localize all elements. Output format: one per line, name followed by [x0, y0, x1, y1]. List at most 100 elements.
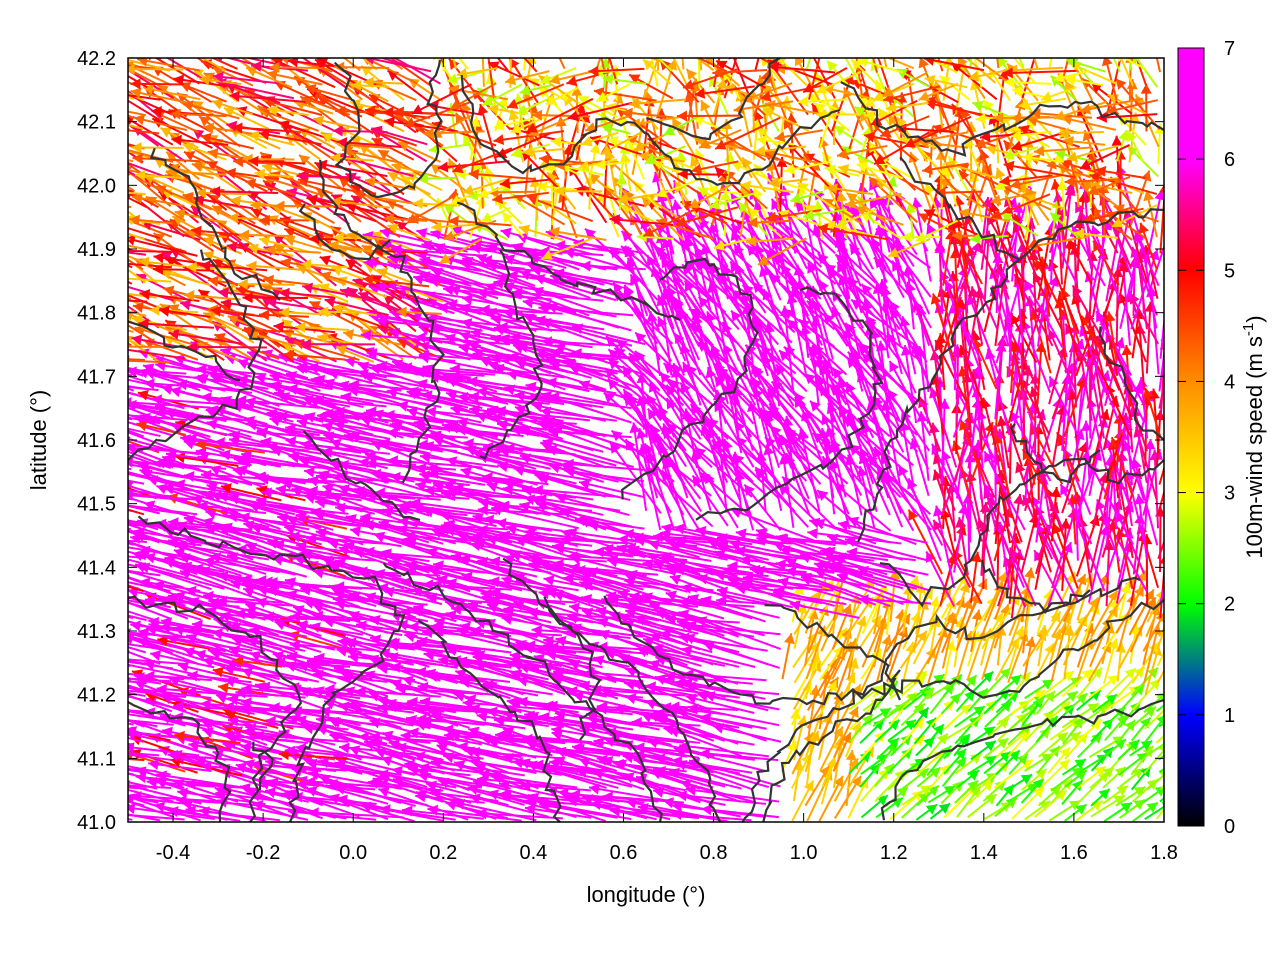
wind-arrow-shaft [707, 426, 741, 501]
wind-arrow-head [135, 772, 147, 783]
wind-arrow-head [64, 351, 75, 362]
wind-arrow-head [419, 470, 431, 482]
wind-arrow-shaft [1143, 624, 1160, 684]
wind-arrow-shaft [128, 472, 174, 485]
wind-arrow-head [701, 804, 712, 816]
wind-arrow-shaft [625, 545, 712, 562]
wind-arrow-shaft [681, 342, 702, 406]
wind-arrow-head [326, 559, 337, 571]
wind-arrow-head [550, 347, 561, 359]
wind-arrow-head [400, 730, 411, 742]
wind-arrow-head [1142, 387, 1154, 399]
wind-arrow-shaft [419, 455, 499, 468]
wind-arrow-shaft [387, 459, 483, 469]
wind-arrow-shaft [128, 599, 157, 607]
wind-arrow-shaft [669, 705, 739, 711]
wind-arrow-shaft [967, 294, 1000, 374]
wind-arrow-head [110, 590, 121, 601]
wind-arrow-shaft [485, 309, 553, 332]
wind-arrow-shaft [901, 420, 915, 485]
wind-arrow-head [433, 481, 445, 492]
wind-arrow-head [551, 725, 563, 737]
wind-arrow-head [672, 363, 683, 375]
wind-arrow-shaft [128, 471, 184, 486]
wind-arrow-shaft [539, 764, 633, 788]
wind-arrow-shaft [128, 429, 145, 438]
wind-arrow-shaft [1159, 562, 1164, 619]
wind-arrow-head [81, 778, 91, 789]
wind-arrow-shaft [395, 745, 484, 760]
wind-arrow-shaft [489, 559, 579, 574]
wind-arrow-shaft [453, 801, 537, 822]
wind-arrow-shaft [312, 570, 390, 590]
wind-arrow-head [841, 604, 852, 616]
wind-arrow-head [363, 519, 374, 531]
wind-arrow-head [98, 652, 108, 663]
wind-arrow-head [1134, 493, 1146, 505]
wind-arrow-head [1048, 376, 1059, 388]
wind-arrow-shaft [128, 427, 161, 438]
wind-arrow-head [259, 681, 271, 693]
wind-arrow-head [783, 346, 796, 358]
wind-arrow-head [185, 805, 197, 817]
wind-arrow-head [389, 327, 401, 339]
wind-arrow-head [539, 712, 550, 723]
wind-arrow-head [315, 471, 327, 483]
wind-arrow-shaft [645, 684, 740, 699]
wind-arrow-head [1114, 766, 1126, 778]
wind-arrow-shaft [1058, 290, 1080, 361]
wind-arrow-head [70, 665, 81, 676]
wind-arrow-head [63, 514, 74, 525]
wind-arrow-shaft [236, 466, 322, 497]
wind-arrow-head [240, 574, 252, 586]
wind-arrow-head [136, 420, 148, 432]
wind-arrow-shaft [313, 398, 387, 408]
wind-arrow-shaft [624, 438, 672, 514]
wind-arrow-head [1056, 732, 1068, 744]
wind-arrow-head [506, 524, 518, 535]
wind-arrow-shaft [168, 331, 242, 345]
wind-arrow-head [861, 714, 873, 726]
wind-arrow-head [633, 532, 644, 544]
wind-arrow-shaft [315, 718, 388, 727]
wind-arrow-shaft [128, 650, 130, 653]
wind-arrow-head [75, 586, 86, 597]
wind-arrow-head [222, 730, 233, 742]
wind-arrow-shaft [609, 733, 685, 744]
wind-arrow-head [652, 531, 664, 543]
wind-arrow-shaft [767, 388, 796, 455]
wind-arrow-head [904, 719, 916, 731]
wind-arrow-shaft [227, 718, 323, 731]
wind-arrow-shaft [654, 767, 726, 788]
wind-arrow-shaft [469, 407, 564, 422]
wind-arrow-shaft [687, 705, 780, 727]
wind-arrow-head [495, 405, 506, 417]
wind-arrow-shaft [128, 555, 145, 559]
wind-arrow-head [187, 341, 198, 353]
wind-arrow-shaft [432, 563, 511, 578]
wind-arrow-shaft [602, 547, 675, 558]
wind-arrow-head [366, 348, 378, 360]
wind-arrow-head [422, 627, 433, 639]
wind-arrow-head [625, 542, 637, 554]
wind-arrow-head [52, 624, 62, 635]
wind-arrow-shaft [786, 318, 848, 376]
wind-arrow-head [548, 391, 560, 403]
wind-arrow-shaft [1117, 479, 1134, 559]
wind-arrow-head [469, 746, 480, 758]
wind-arrow-head [727, 560, 738, 572]
wind-arrow-shaft [228, 377, 307, 407]
wind-arrow-head [496, 419, 508, 431]
wind-arrow-shaft [219, 612, 296, 639]
wind-arrow-shaft [289, 643, 375, 652]
wind-arrow-shaft [220, 304, 281, 334]
wind-arrow-head [1044, 690, 1055, 703]
wind-arrow-shaft [953, 503, 967, 573]
wind-arrow-head [1120, 582, 1132, 594]
wind-arrow-shaft [529, 555, 607, 563]
wind-arrow-head [318, 757, 329, 769]
wind-arrow-head [455, 424, 467, 436]
wind-arrow-shaft [388, 643, 457, 654]
wind-arrow-head [300, 584, 312, 596]
wind-arrow-shaft [837, 522, 928, 544]
